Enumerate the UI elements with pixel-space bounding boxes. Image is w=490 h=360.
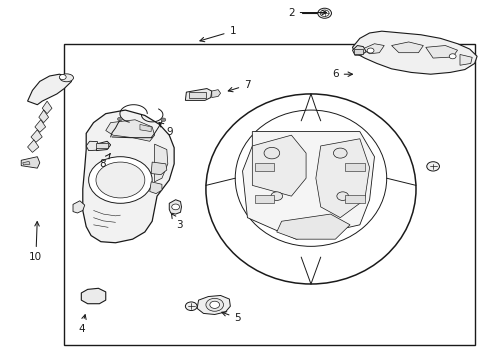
Polygon shape <box>27 140 39 152</box>
Circle shape <box>185 302 197 311</box>
Polygon shape <box>42 101 52 114</box>
Circle shape <box>89 157 152 203</box>
Circle shape <box>96 162 145 198</box>
Polygon shape <box>35 120 46 132</box>
Polygon shape <box>96 141 111 150</box>
Polygon shape <box>39 110 49 123</box>
Polygon shape <box>277 214 350 239</box>
Polygon shape <box>23 161 30 165</box>
Circle shape <box>59 75 66 80</box>
Ellipse shape <box>60 74 74 82</box>
Polygon shape <box>352 45 366 55</box>
Text: 3: 3 <box>172 214 182 230</box>
Circle shape <box>337 192 348 201</box>
Polygon shape <box>83 110 174 243</box>
Circle shape <box>118 117 122 121</box>
Polygon shape <box>73 201 85 213</box>
FancyBboxPatch shape <box>96 143 108 148</box>
Polygon shape <box>352 31 477 74</box>
Text: 7: 7 <box>228 80 251 92</box>
Text: 6: 6 <box>332 69 352 79</box>
Circle shape <box>318 8 331 18</box>
Polygon shape <box>316 139 369 218</box>
Polygon shape <box>460 54 472 65</box>
Circle shape <box>427 162 440 171</box>
Text: 4: 4 <box>78 315 86 334</box>
Polygon shape <box>426 45 458 58</box>
Polygon shape <box>140 125 151 132</box>
Polygon shape <box>169 200 181 214</box>
Polygon shape <box>392 42 423 53</box>
Text: 5: 5 <box>222 312 241 323</box>
Circle shape <box>367 48 374 53</box>
Polygon shape <box>212 90 220 98</box>
FancyBboxPatch shape <box>354 49 363 54</box>
Text: 10: 10 <box>29 222 43 262</box>
Polygon shape <box>81 288 106 304</box>
FancyBboxPatch shape <box>189 92 206 98</box>
Polygon shape <box>31 130 42 142</box>
Polygon shape <box>197 296 230 315</box>
Circle shape <box>320 10 329 17</box>
Polygon shape <box>362 44 384 54</box>
Circle shape <box>161 118 166 122</box>
Polygon shape <box>106 120 155 141</box>
Circle shape <box>449 54 456 59</box>
Ellipse shape <box>206 94 416 284</box>
Polygon shape <box>21 157 40 168</box>
Polygon shape <box>185 89 212 100</box>
Text: 9: 9 <box>159 122 172 136</box>
Polygon shape <box>243 132 374 239</box>
Circle shape <box>206 298 223 311</box>
Circle shape <box>271 192 283 201</box>
FancyBboxPatch shape <box>255 195 274 203</box>
Circle shape <box>172 204 179 210</box>
Circle shape <box>210 301 220 309</box>
Circle shape <box>264 147 280 159</box>
Text: 1: 1 <box>200 26 236 42</box>
Polygon shape <box>252 135 306 196</box>
FancyBboxPatch shape <box>345 163 365 171</box>
FancyBboxPatch shape <box>345 195 365 203</box>
Text: 2: 2 <box>288 8 326 18</box>
Polygon shape <box>86 141 98 150</box>
Ellipse shape <box>235 110 387 246</box>
Polygon shape <box>150 182 162 194</box>
FancyBboxPatch shape <box>255 163 274 171</box>
Polygon shape <box>155 144 168 182</box>
Circle shape <box>333 148 347 158</box>
Text: 8: 8 <box>99 154 110 169</box>
FancyBboxPatch shape <box>64 44 475 345</box>
Polygon shape <box>27 74 72 105</box>
Polygon shape <box>151 162 167 175</box>
